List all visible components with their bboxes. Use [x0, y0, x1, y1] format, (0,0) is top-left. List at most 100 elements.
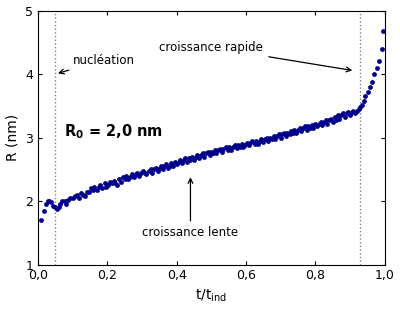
Point — [38, 218, 45, 223]
Point — [63, 202, 70, 207]
Point — [344, 111, 350, 116]
Point — [204, 149, 211, 154]
Point — [152, 166, 159, 171]
Point — [326, 117, 332, 122]
Point — [336, 116, 343, 121]
Point — [240, 145, 247, 150]
Point — [105, 183, 112, 188]
Point — [149, 170, 156, 175]
Point — [338, 113, 344, 118]
Point — [249, 138, 255, 143]
Point — [200, 151, 206, 156]
Point — [163, 162, 169, 167]
Point — [255, 141, 261, 146]
Point — [230, 145, 236, 150]
Point — [279, 132, 286, 137]
Point — [72, 193, 78, 198]
Point — [264, 135, 270, 140]
Point — [246, 143, 252, 148]
Point — [77, 191, 84, 196]
Point — [332, 115, 338, 120]
Point — [242, 143, 248, 148]
Point — [138, 171, 144, 176]
Point — [184, 159, 190, 164]
Point — [74, 192, 80, 197]
Point — [328, 116, 334, 121]
Point — [362, 94, 369, 99]
Point — [48, 200, 54, 205]
Point — [189, 154, 195, 159]
Point — [182, 155, 188, 160]
Point — [312, 121, 318, 126]
Point — [342, 115, 348, 120]
Point — [367, 84, 373, 89]
Point — [198, 153, 204, 158]
Text: nucléation: nucléation — [59, 54, 135, 74]
Point — [170, 163, 176, 168]
Point — [140, 168, 146, 173]
Point — [277, 135, 284, 140]
Point — [177, 157, 183, 162]
Point — [237, 145, 243, 150]
Point — [156, 167, 162, 172]
Point — [233, 146, 240, 151]
Point — [371, 72, 377, 77]
Point — [56, 205, 62, 210]
Point — [97, 183, 104, 188]
Point — [194, 153, 200, 158]
Point — [281, 130, 287, 135]
Point — [269, 136, 276, 141]
Point — [46, 199, 53, 204]
Point — [172, 159, 178, 164]
Point — [88, 186, 94, 191]
Point — [305, 124, 312, 129]
Point — [222, 145, 229, 150]
Point — [90, 187, 96, 192]
Point — [212, 148, 218, 153]
Point — [357, 104, 364, 109]
Point — [302, 124, 308, 129]
Point — [260, 140, 266, 144]
Point — [276, 132, 282, 137]
Point — [203, 151, 209, 156]
Point — [50, 204, 56, 209]
Point — [206, 153, 213, 158]
Point — [67, 195, 73, 200]
Point — [101, 181, 108, 186]
Point — [298, 129, 304, 134]
Point — [65, 197, 72, 202]
Point — [295, 127, 301, 132]
Point — [318, 119, 324, 124]
Point — [380, 29, 387, 33]
Point — [256, 138, 263, 143]
Text: $\mathregular{R_0}$ = 2,0 nm: $\mathregular{R_0}$ = 2,0 nm — [64, 122, 163, 141]
Point — [378, 46, 385, 51]
Point — [210, 151, 216, 156]
Text: croissance lente: croissance lente — [142, 179, 238, 239]
Point — [112, 181, 118, 186]
Point — [131, 175, 137, 179]
Point — [270, 134, 277, 139]
Point — [244, 140, 250, 145]
Point — [304, 127, 310, 132]
Point — [291, 127, 298, 132]
Point — [228, 148, 234, 153]
Point — [114, 183, 120, 188]
Point — [329, 119, 336, 124]
Point — [122, 176, 128, 181]
Point — [147, 167, 154, 172]
Point — [316, 121, 322, 126]
Point — [52, 205, 58, 210]
Point — [247, 140, 254, 145]
Point — [360, 98, 367, 103]
Point — [41, 208, 48, 213]
Point — [160, 167, 166, 172]
Point — [226, 145, 232, 150]
Point — [290, 130, 296, 135]
Point — [136, 173, 142, 178]
Y-axis label: R (nm): R (nm) — [6, 114, 20, 161]
Point — [168, 161, 174, 166]
Point — [340, 111, 346, 116]
Point — [108, 181, 115, 186]
Point — [258, 136, 265, 141]
